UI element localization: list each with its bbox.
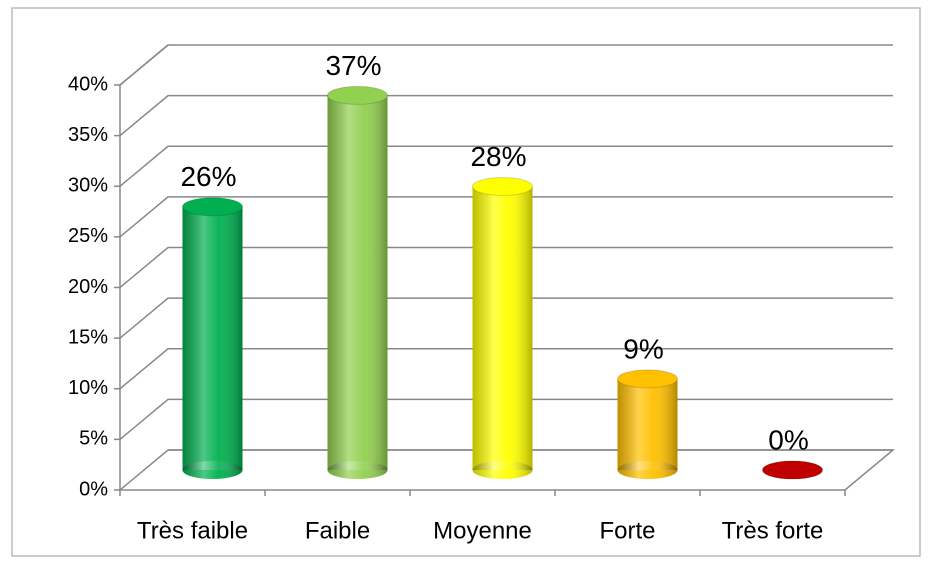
y-tick-label: 10% [68,377,108,399]
y-tick-label: 40% [68,73,108,95]
grid-line [119,196,893,238]
y-tick-label: 30% [68,175,108,197]
value-label: 26% [180,161,236,192]
value-label: 0% [768,424,808,455]
y-tick-label: 25% [68,225,108,247]
value-label: 9% [623,333,663,364]
x-tick-label: Très forte [722,517,824,544]
bar-shade-base [327,461,388,479]
value-label: 37% [325,50,381,81]
bar-top [472,177,533,196]
grid-line [119,246,893,289]
bar-top [327,85,388,105]
bar-top [182,197,243,217]
y-tick-label: 0% [79,478,108,500]
x-tick-label: Forte [599,517,655,544]
grid-line [119,297,893,339]
bar-shade-base [617,461,678,479]
grid-line [119,348,893,390]
bar-shade [327,95,388,470]
x-tick-label: Faible [305,517,370,544]
x-tick-label: Moyenne [433,517,532,544]
grid-line [119,44,893,86]
bar-shade [617,378,678,470]
x-tick-label: Très faible [137,517,248,544]
value-label: 28% [470,141,526,172]
bar-shade-base [472,461,533,479]
bar-top [617,369,678,389]
y-tick-label: 15% [68,326,108,348]
bar-shade [472,186,533,470]
y-tick-label: 5% [79,428,108,450]
bar-shade-base [182,461,243,479]
y-tick-label: 35% [68,124,108,146]
chart-frame [11,7,921,557]
grid-line [119,94,893,137]
grid-line [119,145,893,187]
bar-top [762,460,823,480]
y-tick-label: 20% [68,276,108,298]
bar-shade [182,206,243,470]
